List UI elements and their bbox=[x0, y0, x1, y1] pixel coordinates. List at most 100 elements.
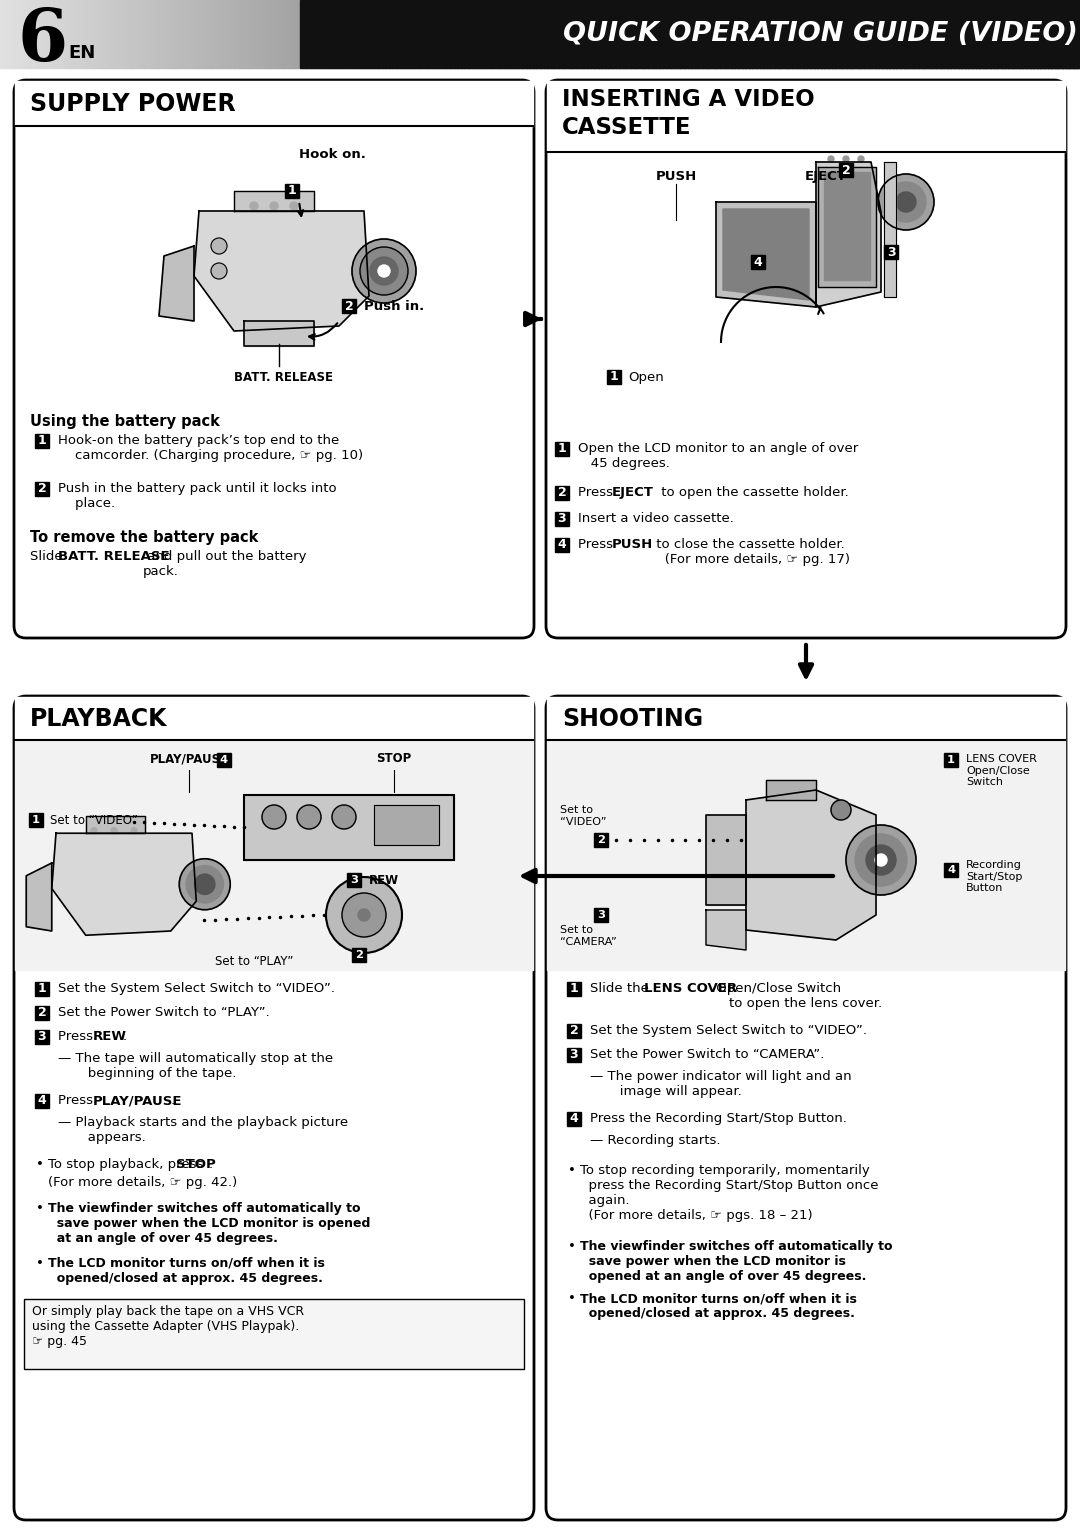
Bar bbox=[543, 0, 549, 67]
Bar bbox=[299, 0, 303, 67]
Text: Press: Press bbox=[58, 1030, 97, 1042]
Bar bbox=[1026, 0, 1030, 67]
Text: 1: 1 bbox=[38, 983, 46, 995]
Bar bbox=[738, 0, 743, 67]
Bar bbox=[915, 0, 919, 67]
Bar bbox=[483, 0, 487, 67]
Text: — Playback starts and the playback picture
       appears.: — Playback starts and the playback pictu… bbox=[58, 1116, 348, 1144]
Bar bbox=[846, 0, 851, 67]
Bar bbox=[0, 0, 4, 67]
Bar bbox=[105, 0, 109, 67]
Bar bbox=[875, 0, 879, 67]
Bar bbox=[623, 0, 627, 67]
Bar bbox=[656, 0, 660, 67]
Text: SHOOTING: SHOOTING bbox=[562, 707, 703, 731]
Polygon shape bbox=[159, 245, 194, 320]
Text: 2: 2 bbox=[597, 835, 605, 845]
Text: 2: 2 bbox=[557, 486, 566, 500]
Bar bbox=[159, 0, 163, 67]
Bar bbox=[270, 0, 274, 67]
Text: — The power indicator will light and an
       image will appear.: — The power indicator will light and an … bbox=[590, 1070, 852, 1098]
Bar bbox=[324, 0, 328, 67]
Bar bbox=[522, 0, 527, 67]
Bar bbox=[25, 0, 30, 67]
Bar bbox=[878, 0, 883, 67]
Text: to close the cassette holder.
   (For more details, ☞ pg. 17): to close the cassette holder. (For more … bbox=[652, 538, 850, 566]
Bar bbox=[475, 0, 480, 67]
Text: Open: Open bbox=[627, 371, 664, 383]
Text: PLAYBACK: PLAYBACK bbox=[30, 707, 167, 731]
Bar bbox=[659, 0, 663, 67]
Bar bbox=[994, 0, 998, 67]
Text: Press: Press bbox=[578, 538, 618, 550]
Text: Slide the: Slide the bbox=[590, 983, 653, 995]
Bar bbox=[472, 0, 476, 67]
Bar bbox=[194, 0, 199, 67]
Bar bbox=[100, 0, 106, 67]
Bar bbox=[443, 0, 447, 67]
Bar bbox=[108, 0, 112, 67]
Bar bbox=[65, 0, 69, 67]
Bar bbox=[97, 0, 102, 67]
Bar bbox=[832, 0, 836, 67]
Bar bbox=[555, 442, 569, 457]
Bar bbox=[645, 0, 649, 67]
Bar bbox=[842, 0, 847, 67]
Bar bbox=[486, 0, 490, 67]
Bar bbox=[278, 0, 282, 67]
Bar bbox=[562, 0, 566, 67]
Bar bbox=[148, 0, 152, 67]
Bar bbox=[424, 0, 430, 67]
Text: 2: 2 bbox=[345, 299, 353, 313]
Bar bbox=[35, 434, 50, 448]
Bar bbox=[281, 0, 285, 67]
Circle shape bbox=[111, 828, 117, 834]
Text: to open the cassette holder.: to open the cassette holder. bbox=[657, 486, 849, 500]
Text: 3: 3 bbox=[887, 245, 895, 259]
Bar bbox=[751, 254, 766, 270]
Bar bbox=[684, 0, 689, 67]
Bar bbox=[748, 0, 754, 67]
Text: •: • bbox=[36, 1257, 44, 1269]
Bar bbox=[440, 0, 444, 67]
Polygon shape bbox=[234, 192, 314, 212]
Bar bbox=[306, 0, 311, 67]
Bar bbox=[666, 0, 671, 67]
Bar bbox=[1001, 0, 1005, 67]
Bar bbox=[961, 0, 966, 67]
Circle shape bbox=[855, 834, 907, 886]
Bar bbox=[936, 0, 941, 67]
Bar bbox=[154, 0, 160, 67]
Bar bbox=[18, 0, 23, 67]
Text: •: • bbox=[568, 1240, 576, 1252]
Circle shape bbox=[91, 828, 97, 834]
Text: — Recording starts.: — Recording starts. bbox=[590, 1134, 720, 1147]
Bar bbox=[807, 0, 811, 67]
Bar bbox=[565, 0, 570, 67]
Bar bbox=[883, 245, 899, 259]
Bar bbox=[407, 0, 411, 67]
Circle shape bbox=[211, 264, 227, 279]
Circle shape bbox=[270, 202, 278, 210]
Bar bbox=[727, 0, 732, 67]
Bar bbox=[634, 0, 638, 67]
Bar bbox=[504, 0, 509, 67]
Text: 1: 1 bbox=[557, 443, 566, 455]
Bar bbox=[400, 0, 404, 67]
Bar bbox=[529, 0, 534, 67]
Text: Hook on.: Hook on. bbox=[299, 149, 366, 161]
Circle shape bbox=[131, 828, 137, 834]
Text: 1: 1 bbox=[569, 983, 579, 995]
Bar bbox=[335, 0, 339, 67]
Bar bbox=[921, 0, 927, 67]
Text: Press: Press bbox=[58, 1095, 97, 1107]
Circle shape bbox=[370, 258, 399, 285]
Bar bbox=[839, 0, 843, 67]
Bar bbox=[910, 0, 916, 67]
Bar bbox=[943, 0, 948, 67]
Bar bbox=[986, 0, 991, 67]
Bar bbox=[856, 0, 862, 67]
Bar bbox=[864, 0, 868, 67]
Bar bbox=[1069, 0, 1074, 67]
Text: 1: 1 bbox=[38, 434, 46, 448]
